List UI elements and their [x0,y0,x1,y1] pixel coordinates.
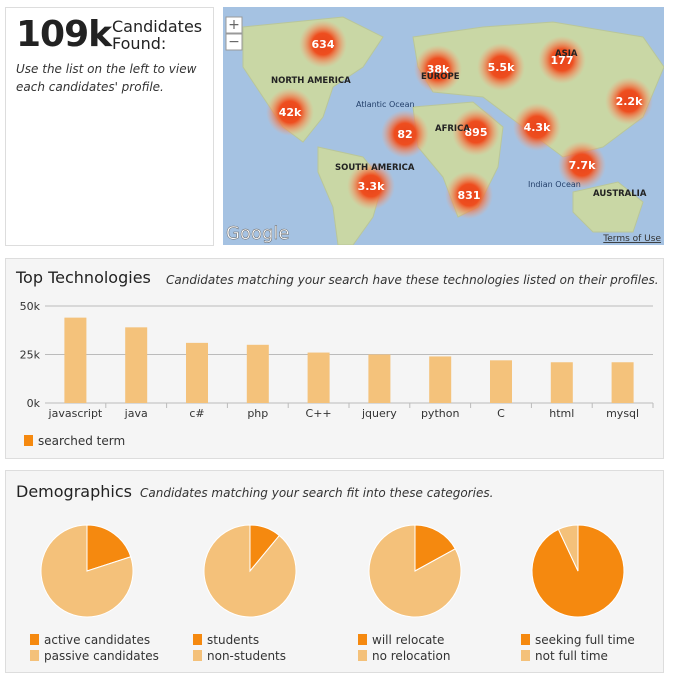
chart-subtitle: Candidates matching your search have the… [166,273,659,287]
legend-label: no relocation [372,649,450,663]
cluster-label: 42k [279,106,302,119]
y-tick-label: 50k [20,300,41,313]
map: + − Google Terms of Use 634 38k 5.5k 177 42k… [223,7,664,245]
cluster-label: 634 [312,38,335,51]
region-label: Indian Ocean [528,180,581,189]
x-tick-label: C++ [306,407,332,420]
cluster-marker[interactable] [266,88,314,136]
legend-swatch [358,634,367,645]
legend-swatch [30,634,39,645]
zoom-in[interactable] [225,16,243,34]
bar [490,360,512,403]
cluster-marker[interactable] [299,20,347,68]
cluster-label: 3.3k [358,180,385,193]
chart-subtitle: Candidates matching your search fit into… [140,486,493,500]
count-label: Candidates Found: [112,17,203,53]
y-tick-label: 0k [27,397,41,410]
legend-swatch [193,650,202,661]
tech-panel [5,258,664,459]
region-label: EUROPE [421,72,460,82]
legend-swatch [521,634,530,645]
bar [246,344,269,403]
bar [307,352,330,403]
bar [186,342,208,403]
cluster-label: 7.7k [569,159,596,172]
cluster-label: 82 [397,128,412,141]
cluster-label: 895 [465,126,488,139]
zoom-in-icon: + [228,17,240,33]
bar [64,317,87,403]
zoom-out[interactable] [225,33,243,51]
x-tick-label: php [247,407,268,420]
region-label: ASIA [555,49,578,59]
x-tick-label: mysql [606,407,639,420]
terms-link[interactable]: Terms of Use [602,234,661,244]
cluster-label: 38k [427,63,450,76]
x-tick-label: jquery [361,407,397,420]
legend-swatch [24,435,33,446]
region-label: Atlantic Ocean [356,100,415,109]
chart-title: Top Technologies [15,268,151,287]
cluster-label: 831 [458,189,481,202]
x-tick-label: C [497,407,505,420]
legend-swatch [358,650,367,661]
legend-label: will relocate [372,633,444,647]
pie-slice [368,524,462,618]
cluster-marker[interactable] [414,45,462,93]
cluster-marker[interactable] [452,108,500,156]
pie-slice [557,524,579,572]
legend-swatch [193,634,202,645]
region-label: NORTH AMERICA [271,76,351,86]
x-tick-label: javascript [48,407,103,420]
cluster-label: 2.2k [616,95,643,108]
chart-title: Demographics [16,482,132,501]
zoom-out-icon: − [228,34,240,50]
bar [429,356,452,403]
legend-label: searched term [38,434,125,448]
hint: Use the list on the left to view each ca… [16,62,197,94]
cluster-marker[interactable] [477,43,525,91]
legend-label: not full time [535,649,608,663]
pie-slice [40,524,134,618]
cluster-marker[interactable] [381,110,429,158]
legend-label: non-students [207,649,286,663]
x-tick-label: html [549,407,574,420]
region-label: AUSTRALIA [593,189,647,199]
x-tick-label: c# [189,407,204,420]
x-tick-label: java [124,407,148,420]
region-label: SOUTH AMERICA [335,163,415,173]
cluster-marker[interactable] [513,103,561,151]
count: 109k [16,14,112,55]
pie-slice [86,524,132,572]
region-label: AFRICA [435,124,470,134]
bar [611,362,634,403]
legend-label: active candidates [44,633,150,647]
legend-label: seeking full time [535,633,635,647]
bar [125,327,148,403]
cluster-marker[interactable] [558,141,606,189]
cluster-marker[interactable] [347,162,395,210]
legend-label: passive candidates [44,649,159,663]
cluster-marker[interactable] [445,171,493,219]
legend-label: students [207,633,259,647]
cluster-label: 5.5k [488,61,515,74]
cluster-label: 4.3k [524,121,551,134]
cluster-label: 177 [551,54,574,67]
legend-swatch [30,650,39,661]
y-tick-label: 25k [20,349,41,362]
summary-panel: 109k Candidates Found: Use the list on t… [5,7,214,246]
pie-slice [203,524,297,618]
cluster-marker[interactable] [538,36,586,84]
cluster-marker[interactable] [605,77,653,125]
legend-swatch [521,650,530,661]
brand: Google [226,223,289,244]
x-tick-label: python [421,407,460,420]
bar [368,354,391,403]
bar [550,362,573,403]
pie-slice [414,524,456,572]
